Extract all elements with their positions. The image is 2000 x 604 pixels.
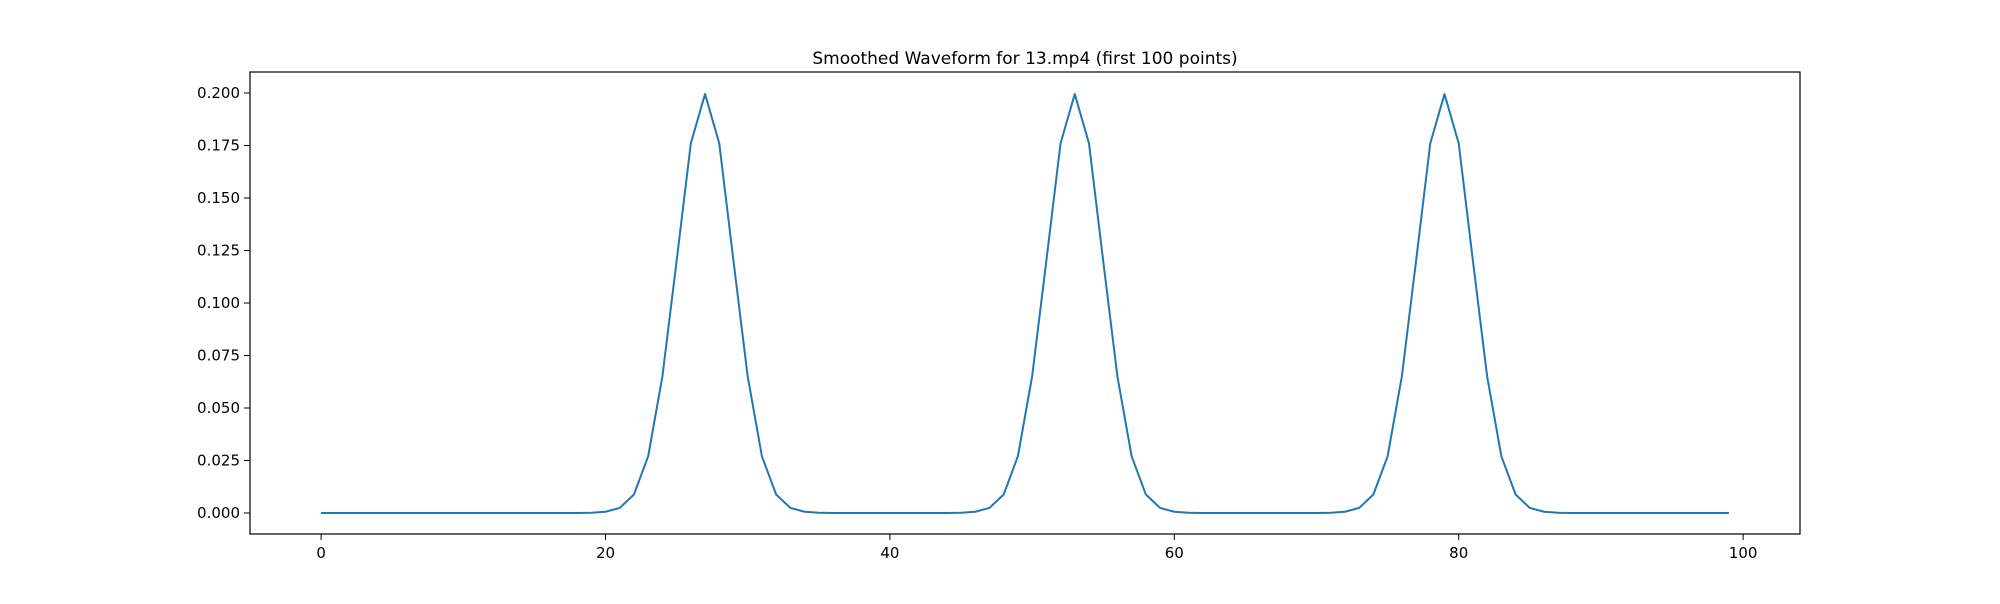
- x-tick-label: 60: [1165, 544, 1184, 562]
- y-tick-label: 0.200: [197, 84, 240, 102]
- x-tick-label: 20: [596, 544, 615, 562]
- y-tick-label: 0.000: [197, 504, 240, 522]
- series-layer: [321, 93, 1729, 514]
- y-tick-label: 0.025: [197, 452, 240, 470]
- axes-layer: 0 20 40 60 80 100 0.000 0.025 0.050 0.075 0.100 0.1…: [197, 84, 1757, 562]
- x-tick-label: 80: [1449, 544, 1468, 562]
- chart-title: Smoothed Waveform for 13.mp4 (first 100 …: [812, 49, 1237, 69]
- plot-frame: [249, 71, 1801, 535]
- waveform-series-line: [321, 93, 1729, 514]
- y-tick-label: 0.100: [197, 294, 240, 312]
- x-tick-label: 40: [880, 544, 899, 562]
- y-tick-label: 0.175: [197, 137, 240, 155]
- x-tick-label: 0: [316, 544, 326, 562]
- y-tick-label: 0.125: [197, 242, 240, 260]
- y-tick-label: 0.150: [197, 189, 240, 207]
- y-tick-label: 0.050: [197, 399, 240, 417]
- x-tick-label: 100: [1729, 544, 1758, 562]
- y-tick-label: 0.075: [197, 347, 240, 365]
